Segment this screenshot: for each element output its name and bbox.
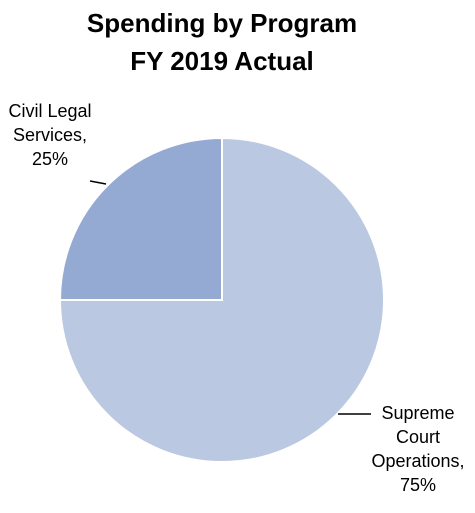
slice-label-line: Services, bbox=[13, 125, 87, 145]
slice-labels: Supreme Court Operations, 75% Civil Legal Ser… bbox=[8, 101, 464, 495]
leader-line bbox=[89, 180, 107, 185]
slice-label-line: 25% bbox=[32, 149, 68, 169]
slice-label: Supreme Court Operations, 75% bbox=[371, 403, 464, 495]
slice-label: Civil Legal Services, 25% bbox=[8, 101, 91, 169]
pie-slices bbox=[58, 136, 385, 463]
slice-label-line: Civil Legal bbox=[8, 101, 91, 121]
slice-label-line: Supreme bbox=[381, 403, 454, 423]
chart-title-line-2: FY 2019 Actual bbox=[130, 46, 314, 76]
slice-label-line: Operations, bbox=[371, 451, 464, 471]
slice-label-line: 75% bbox=[400, 475, 436, 495]
pie-slice-civil-legal-services bbox=[58, 136, 223, 301]
chart-title-line-1: Spending by Program bbox=[87, 8, 357, 38]
slice-label-line: Court bbox=[396, 427, 440, 447]
